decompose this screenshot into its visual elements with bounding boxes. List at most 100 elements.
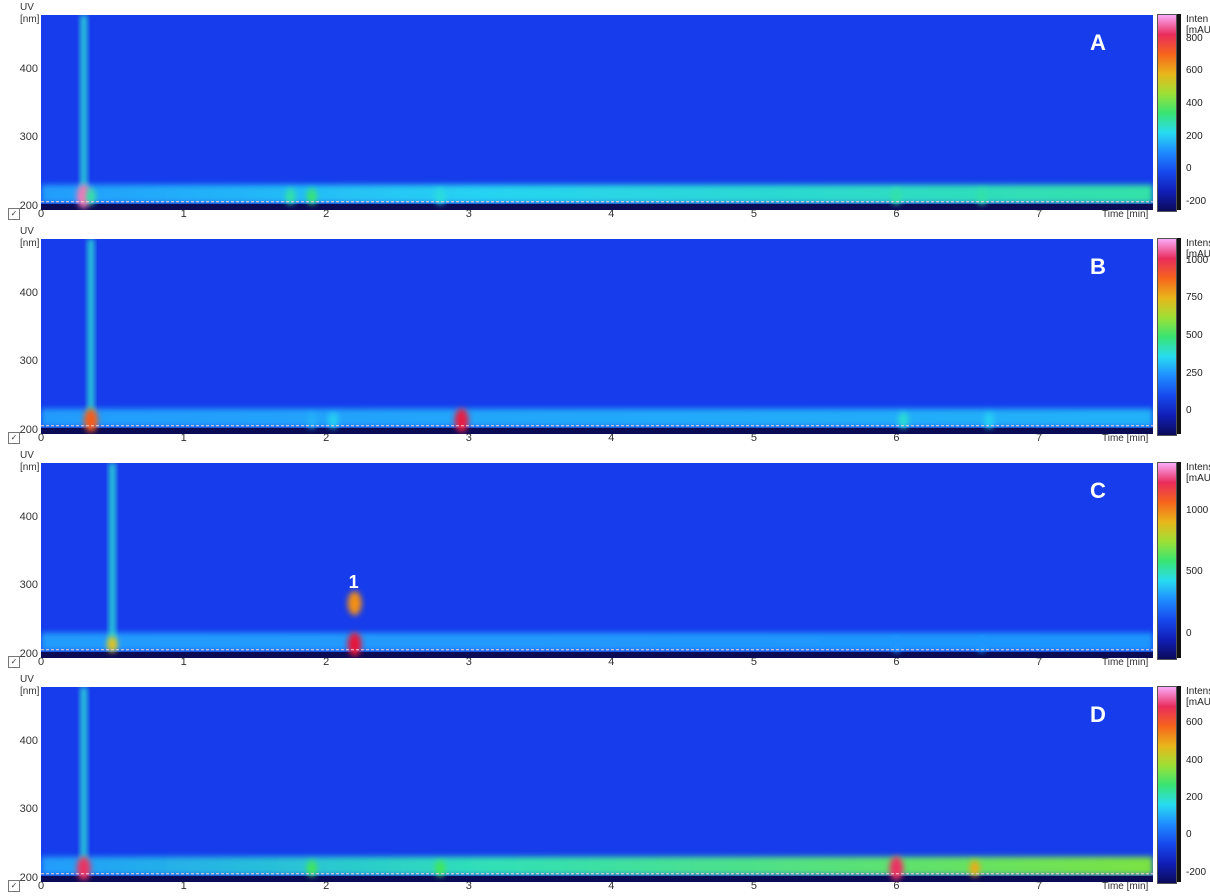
- colorbar-tick-label: 200: [1186, 792, 1203, 803]
- colorbar-tick-label: 500: [1186, 566, 1203, 578]
- peak-point: [306, 188, 317, 205]
- peak-point: [435, 860, 446, 877]
- y-axis-label: UV: [20, 2, 34, 13]
- injection-streak: [109, 463, 116, 648]
- panel-letter: A: [1090, 30, 1106, 55]
- colorbar: [1157, 238, 1177, 436]
- y-tick-label: 200: [19, 423, 38, 436]
- x-tick-label: 3: [465, 880, 472, 892]
- peak-point: [347, 591, 362, 616]
- x-tick-label: 2: [323, 208, 330, 220]
- x-tick-label: 5: [750, 208, 757, 220]
- x-tick-label: 6: [893, 656, 900, 668]
- x-tick-label: 0: [38, 656, 45, 668]
- heatmap-background: [41, 239, 1153, 434]
- panel-checkbox-icon: ✓: [8, 880, 20, 892]
- low-wavelength-stripe: [41, 427, 1153, 434]
- y-tick-label: 400: [19, 510, 38, 523]
- colorbar-unit: [mAU: [1186, 473, 1210, 484]
- peak-point: [328, 412, 339, 429]
- x-tick-label: 1: [180, 880, 187, 892]
- injection-streak: [80, 687, 87, 872]
- peak-point: [347, 632, 362, 657]
- x-tick-label: 1: [180, 208, 187, 220]
- injection-streak: [87, 239, 94, 424]
- chart-panel-b: UV [nm] 200 300 400 0 1 2 3 4 5 6 7 Time [min] ✓ B Inten…: [0, 224, 1210, 448]
- y-tick-label: 300: [19, 579, 38, 592]
- colorbar: [1157, 462, 1177, 660]
- colorbar-tick-label: 600: [1186, 717, 1203, 729]
- y-axis-label: UV: [20, 226, 34, 237]
- peak-point: [306, 412, 317, 429]
- colorbar-tick-label: 0: [1186, 627, 1192, 639]
- y-axis-unit: [nm]: [20, 462, 40, 473]
- y-tick-label: 400: [19, 734, 38, 747]
- colorbar-tick-label: 750: [1186, 292, 1203, 304]
- low-wavelength-stripe: [41, 651, 1153, 658]
- peak-point: [435, 188, 446, 205]
- x-axis-label: Time [min]: [1102, 881, 1149, 892]
- heatmap-svg: [41, 239, 1153, 434]
- peak-point: [285, 188, 296, 205]
- x-tick-label: 6: [893, 208, 900, 220]
- peak-point: [889, 856, 904, 881]
- x-tick-label: 4: [608, 432, 615, 444]
- x-tick-label: 2: [323, 432, 330, 444]
- x-tick-label: 0: [38, 208, 45, 220]
- colorbar-tick-label: 400: [1186, 754, 1203, 766]
- baseline-band: [41, 408, 1153, 428]
- panel-checkbox-icon: ✓: [8, 432, 20, 444]
- chart-panel-d: UV [nm] 200 300 400 0 1 2 3 4 5 6 7 Time [min] ✓ D Inten…: [0, 672, 1210, 896]
- peak-point: [898, 412, 909, 429]
- panel-checkbox-icon: ✓: [8, 208, 20, 220]
- peak-point: [976, 188, 987, 205]
- x-tick-label: 7: [1035, 880, 1043, 892]
- x-tick-label: 2: [323, 656, 330, 668]
- x-tick-label: 7: [1035, 656, 1043, 668]
- baseline-band: [41, 856, 1153, 876]
- chart-panel-a: UV [nm] 200 300 400 0 1 2 3 4 5 6 7 Time [min] ✓ A Inten…: [0, 0, 1210, 224]
- x-tick-label: 7: [1035, 208, 1043, 220]
- x-tick-label: 6: [893, 880, 900, 892]
- y-tick-label: 200: [19, 871, 38, 884]
- panel-letter: D: [1090, 702, 1106, 727]
- peak-point: [76, 856, 91, 881]
- heatmap-svg: [41, 687, 1153, 882]
- colorbar-tick-label: 400: [1186, 97, 1203, 109]
- peak-point: [976, 636, 987, 653]
- chart-panel-c: UV [nm] 200 300 400 0 1 2 3 4 5 6 7 Time [min] ✓ C 1 Inte…: [0, 448, 1210, 672]
- heatmap-background: [41, 463, 1153, 658]
- colorbar-unit: [mAU: [1186, 697, 1210, 708]
- colorbar-unit: [mAU]: [1186, 249, 1210, 260]
- x-tick-label: 5: [750, 432, 757, 444]
- y-axis-unit: [nm]: [20, 238, 40, 249]
- x-tick-label: 6: [893, 432, 900, 444]
- x-tick-label: 0: [38, 880, 45, 892]
- low-wavelength-stripe: [41, 203, 1153, 210]
- baseline-band: [41, 184, 1153, 204]
- y-tick-label: 300: [19, 131, 38, 144]
- heatmap-plot-area: [41, 687, 1153, 882]
- y-axis-label: UV: [20, 674, 34, 685]
- injection-streak: [80, 15, 87, 200]
- colorbar-tick-label: 500: [1186, 330, 1203, 341]
- colorbar-edge: [1177, 14, 1181, 210]
- x-tick-label: 4: [608, 208, 615, 220]
- peak-point: [454, 408, 469, 433]
- peak-point: [107, 636, 118, 653]
- x-axis-label: Time [min]: [1102, 209, 1149, 220]
- colorbar-label: Inten: [1186, 14, 1209, 25]
- y-tick-label: 200: [19, 199, 38, 212]
- peak-point: [83, 408, 98, 433]
- colorbar: [1157, 14, 1177, 212]
- colorbar-label: Intens: [1186, 686, 1210, 697]
- y-tick-label: 400: [19, 62, 38, 75]
- colorbar-unit: [mAU: [1186, 25, 1210, 36]
- peak-annotation: 1: [348, 572, 359, 593]
- x-tick-label: 2: [323, 880, 330, 892]
- colorbar-tick-label: -200: [1186, 195, 1207, 207]
- colorbar-tick-label: -200: [1186, 866, 1207, 878]
- x-tick-label: 4: [608, 656, 615, 668]
- peak-point: [306, 860, 317, 877]
- panel-checkbox-icon: ✓: [8, 656, 20, 668]
